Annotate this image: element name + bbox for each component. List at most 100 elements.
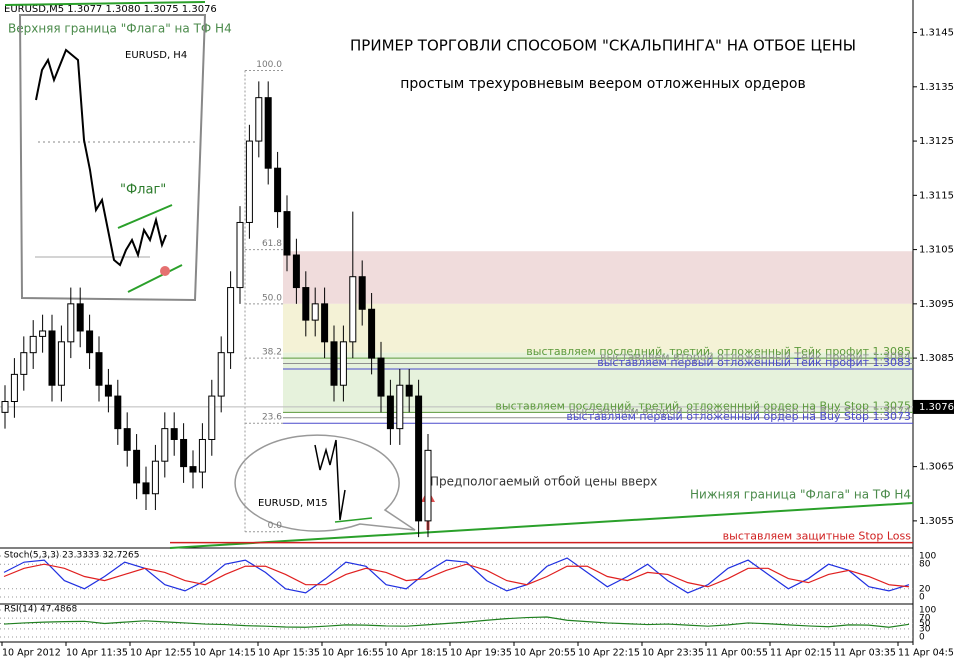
- x-tick-label: 10 Apr 19:35: [450, 648, 512, 659]
- candle-body: [255, 97, 263, 142]
- y-tick-label: 1.3125: [919, 136, 954, 147]
- candle-body: [396, 384, 404, 430]
- indicator-line: [3, 557, 910, 594]
- candle-body: [67, 303, 75, 343]
- candle-body: [151, 460, 159, 495]
- inset-price: [314, 439, 346, 521]
- current-price-label: 1.3076: [919, 402, 954, 413]
- x-tick-label: 11 Apr 04:55: [898, 648, 954, 659]
- x-tick-label: 10 Apr 12:55: [130, 648, 192, 659]
- y-tick-label: 0: [919, 633, 925, 643]
- upper-flag-line: [4, 1, 206, 6]
- candle-body: [349, 276, 357, 343]
- candle-body: [57, 341, 65, 386]
- x-tick-label: 10 Apr 2012: [2, 648, 61, 659]
- x-tick-label: 10 Apr 23:35: [642, 648, 704, 659]
- x-tick-label: 10 Apr 14:15: [194, 648, 256, 659]
- candle-body: [180, 438, 188, 468]
- y-tick-label: 1.3145: [919, 28, 954, 39]
- y-tick-label: 0: [919, 593, 925, 603]
- annotation: "Флаг": [120, 183, 166, 198]
- y-tick-label: 70: [919, 614, 931, 624]
- inset-price: [35, 48, 167, 267]
- y-tick-label: 1.3085: [919, 353, 954, 364]
- y-tick-label: 1.3135: [919, 82, 954, 93]
- candle-body: [208, 395, 216, 440]
- candle-body: [104, 384, 112, 397]
- candle-body: [358, 276, 366, 310]
- candle-body: [95, 352, 103, 386]
- candle-body: [10, 373, 18, 403]
- candle-body: [386, 395, 394, 430]
- x-tick-label: 10 Apr 22:15: [578, 648, 640, 659]
- candle-body: [86, 330, 94, 354]
- candle-body: [415, 395, 423, 522]
- candle-body: [133, 449, 141, 484]
- fib-label: 50.0: [262, 293, 282, 303]
- callout: [234, 434, 416, 532]
- y-tick-label: 80: [919, 560, 931, 570]
- x-tick-label: 11 Apr 03:35: [834, 648, 896, 659]
- y-tick-label: 1.3065: [919, 462, 954, 473]
- y-tick-label: 100: [919, 606, 936, 616]
- x-tick-label: 11 Apr 00:55: [706, 648, 768, 659]
- candle-body: [227, 287, 235, 354]
- candle-body: [236, 221, 244, 289]
- inset-flag-line: [127, 264, 183, 293]
- y-tick-label: 1.3105: [919, 245, 954, 256]
- y-tick-label: 100: [919, 552, 936, 562]
- candle-body: [170, 428, 178, 440]
- candle-body: [264, 97, 272, 169]
- y-tick-label: 20: [919, 584, 931, 594]
- candle-body: [142, 482, 150, 495]
- candle-body: [198, 438, 206, 473]
- fib-label: 61.8: [262, 239, 282, 249]
- y-tick-label: 50: [919, 619, 931, 629]
- annotation: EURUSD, M15: [258, 498, 328, 509]
- candle-body: [245, 140, 253, 223]
- candle-body: [274, 167, 282, 213]
- fib-label: 23.6: [262, 413, 282, 423]
- y-tick-label: 1.3095: [919, 299, 954, 310]
- subtitle: простым трехуровневым веером отложенных …: [400, 76, 805, 92]
- fib-label: 0.0: [268, 521, 283, 531]
- zone: [283, 303, 913, 353]
- candle-body: [20, 352, 28, 375]
- y-tick-label: 1.3055: [919, 516, 954, 527]
- inset-marker: [160, 266, 170, 276]
- fib-label: 100.0: [256, 60, 282, 70]
- candle-body: [339, 341, 347, 386]
- order-label: выставляем защитные Stop Loss: [723, 530, 912, 543]
- candle-body: [302, 287, 310, 321]
- fib-label: 38.2: [262, 348, 282, 358]
- annotation: Верхняя граница "Флага" на ТФ H4: [8, 22, 232, 36]
- candle-body: [321, 303, 329, 343]
- x-tick-label: 10 Apr 20:55: [514, 648, 576, 659]
- y-tick-label: 30: [919, 624, 931, 634]
- candle-body: [29, 335, 37, 354]
- candle-body: [76, 303, 84, 332]
- lower-flag-line: [169, 502, 914, 549]
- indicator-line: [3, 563, 910, 588]
- candle-body: [217, 352, 225, 397]
- order-label: выставляем первый отложенный Тейк профит…: [597, 356, 911, 369]
- indicator-title: Stoch(5,3,3) 23.3333 32.7265: [4, 551, 139, 561]
- indicator-line: [3, 616, 910, 628]
- candle-body: [1, 401, 9, 413]
- annotation: Предпологаемый отбой цены вверх: [430, 475, 657, 489]
- candle-body: [292, 254, 300, 289]
- x-tick-label: 10 Apr 15:35: [258, 648, 320, 659]
- x-tick-label: 10 Apr 18:15: [386, 648, 448, 659]
- candle-body: [377, 357, 385, 397]
- candle-body: [283, 211, 291, 256]
- candle-body: [123, 428, 131, 451]
- inset-h4: [18, 14, 207, 302]
- candle-body: [330, 341, 338, 386]
- x-tick-label: 11 Apr 02:15: [770, 648, 832, 659]
- candle-body: [161, 428, 169, 462]
- current-price-box: [913, 399, 954, 414]
- zone: [283, 251, 913, 304]
- candle-body: [114, 395, 122, 430]
- candle-body: [39, 330, 47, 337]
